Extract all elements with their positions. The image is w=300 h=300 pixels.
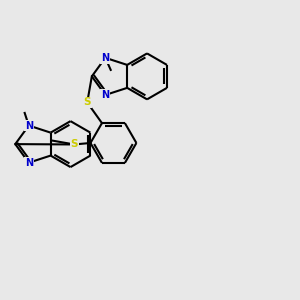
Text: N: N (101, 90, 110, 100)
Text: N: N (25, 158, 33, 168)
Text: N: N (25, 121, 33, 130)
Text: N: N (101, 53, 110, 63)
Text: S: S (70, 140, 78, 149)
Text: S: S (83, 98, 91, 107)
